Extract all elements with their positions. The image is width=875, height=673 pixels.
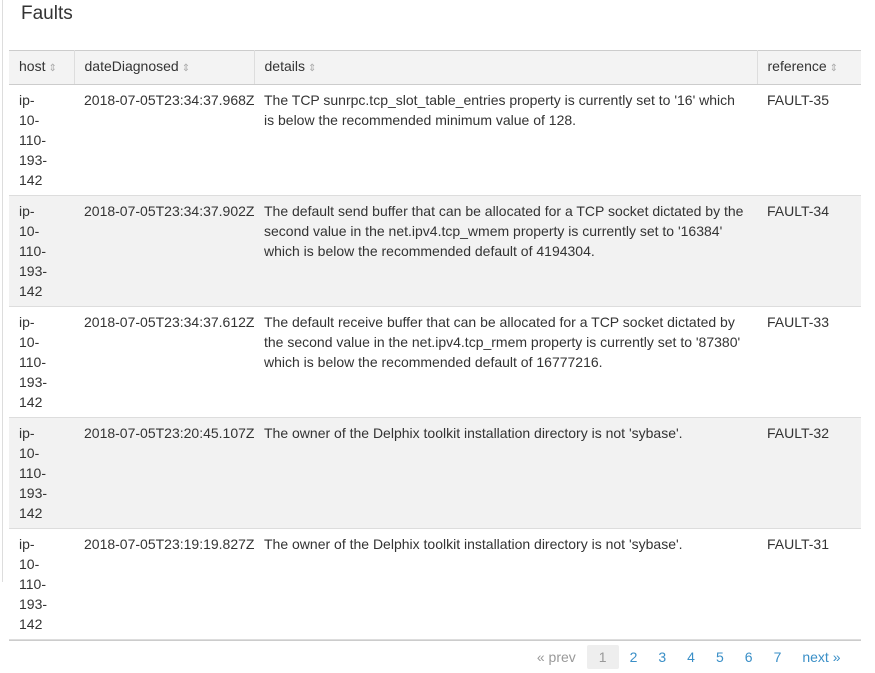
header-row: host ⇕ dateDiagnosed ⇕ details ⇕ reference ⇕ bbox=[9, 50, 861, 85]
next-page-button[interactable]: next » bbox=[802, 649, 841, 665]
date-cell: 2018-07-05T23:19:19.827Z bbox=[74, 528, 254, 640]
date-text: 2018-07-05T23:19:19.827Z bbox=[84, 536, 254, 552]
page-6-button[interactable]: 6 bbox=[744, 649, 753, 665]
details-text: The owner of the Delphix toolkit install… bbox=[264, 536, 683, 552]
prev-page-button[interactable]: « prev bbox=[536, 649, 576, 665]
details-text: The owner of the Delphix toolkit install… bbox=[264, 425, 683, 441]
column-label: details bbox=[264, 58, 305, 74]
reference-cell: FAULT-31 bbox=[757, 528, 861, 640]
reference-text: FAULT-33 bbox=[767, 314, 829, 330]
column-label: reference bbox=[767, 58, 827, 74]
details-text: The default send buffer that can be allo… bbox=[264, 203, 744, 259]
sort-icon[interactable]: ⇕ bbox=[48, 63, 57, 74]
date-text: 2018-07-05T23:20:45.107Z bbox=[84, 425, 254, 441]
reference-text: FAULT-34 bbox=[767, 203, 829, 219]
faults-table: host ⇕ dateDiagnosed ⇕ details ⇕ reference ⇕… bbox=[9, 50, 861, 640]
column-header-date[interactable]: dateDiagnosed ⇕ bbox=[74, 50, 255, 85]
date-text: 2018-07-05T23:34:37.902Z bbox=[84, 203, 254, 219]
table-row: ip- 10- 110- 193- 142 2018-07-05T23:19:19.827… bbox=[9, 528, 861, 640]
reference-cell: FAULT-33 bbox=[757, 306, 861, 418]
host-text: ip- 10- 110- 193- 142 bbox=[19, 425, 48, 521]
host-cell: ip- 10- 110- 193- 142 bbox=[9, 528, 74, 640]
page-5-button[interactable]: 5 bbox=[715, 649, 724, 665]
page-3-button[interactable]: 3 bbox=[658, 649, 667, 665]
table-row: ip- 10- 110- 193- 142 2018-07-05T23:34:37.902… bbox=[9, 195, 861, 307]
column-label: host bbox=[19, 58, 46, 74]
table-row: ip- 10- 110- 193- 142 2018-07-05T23:34:37.968… bbox=[9, 84, 861, 196]
details-cell: The owner of the Delphix toolkit install… bbox=[254, 528, 757, 640]
date-cell: 2018-07-05T23:34:37.968Z bbox=[74, 84, 254, 196]
host-cell: ip- 10- 110- 193- 142 bbox=[9, 84, 74, 196]
page-7-button[interactable]: 7 bbox=[773, 649, 782, 665]
host-text: ip- 10- 110- 193- 142 bbox=[19, 203, 48, 299]
table-row: ip- 10- 110- 193- 142 2018-07-05T23:20:45.107… bbox=[9, 417, 861, 529]
date-text: 2018-07-05T23:34:37.612Z bbox=[84, 314, 254, 330]
host-text: ip- 10- 110- 193- 142 bbox=[19, 314, 48, 410]
table-row: ip- 10- 110- 193- 142 2018-07-05T23:34:37.612… bbox=[9, 306, 861, 418]
host-text: ip- 10- 110- 193- 142 bbox=[19, 536, 48, 632]
reference-cell: FAULT-34 bbox=[757, 195, 861, 307]
column-label: dateDiagnosed bbox=[84, 58, 179, 74]
date-cell: 2018-07-05T23:34:37.902Z bbox=[74, 195, 254, 307]
date-text: 2018-07-05T23:34:37.968Z bbox=[84, 92, 254, 108]
page-4-button[interactable]: 4 bbox=[687, 649, 695, 665]
page-2-button[interactable]: 2 bbox=[629, 649, 638, 665]
column-header-host[interactable]: host ⇕ bbox=[9, 50, 75, 85]
host-cell: ip- 10- 110- 193- 142 bbox=[9, 417, 74, 529]
column-header-details[interactable]: details ⇕ bbox=[254, 50, 758, 85]
table-container: host ⇕ dateDiagnosed ⇕ details ⇕ reference ⇕… bbox=[9, 50, 861, 673]
column-header-reference[interactable]: reference ⇕ bbox=[757, 50, 861, 85]
details-cell: The TCP sunrpc.tcp_slot_table_entries pr… bbox=[254, 84, 757, 196]
details-text: The TCP sunrpc.tcp_slot_table_entries pr… bbox=[264, 92, 735, 128]
reference-text: FAULT-32 bbox=[767, 425, 829, 441]
details-text: The default receive buffer that can be a… bbox=[264, 314, 741, 370]
page-title: Faults bbox=[21, 3, 73, 24]
reference-text: FAULT-35 bbox=[767, 92, 829, 108]
date-cell: 2018-07-05T23:34:37.612Z bbox=[74, 306, 254, 418]
details-cell: The owner of the Delphix toolkit install… bbox=[254, 417, 757, 529]
sort-icon[interactable]: ⇕ bbox=[181, 63, 191, 74]
reference-cell: FAULT-35 bbox=[757, 84, 861, 196]
details-cell: The default send buffer that can be allo… bbox=[254, 195, 757, 307]
host-cell: ip- 10- 110- 193- 142 bbox=[9, 306, 74, 418]
pagination: « prev 1 2 3 4 5 6 7 next » bbox=[9, 640, 861, 673]
host-cell: ip- 10- 110- 193- 142 bbox=[9, 195, 74, 307]
sort-icon[interactable]: ⇕ bbox=[307, 63, 317, 74]
date-cell: 2018-07-05T23:20:45.107Z bbox=[74, 417, 254, 529]
sort-icon[interactable]: ⇕ bbox=[829, 63, 839, 74]
host-text: ip- 10- 110- 193- 142 bbox=[19, 92, 48, 188]
reference-text: FAULT-31 bbox=[767, 536, 829, 552]
details-cell: The default receive buffer that can be a… bbox=[254, 306, 757, 418]
page-1-button[interactable]: 1 bbox=[586, 645, 619, 669]
reference-cell: FAULT-32 bbox=[757, 417, 861, 529]
